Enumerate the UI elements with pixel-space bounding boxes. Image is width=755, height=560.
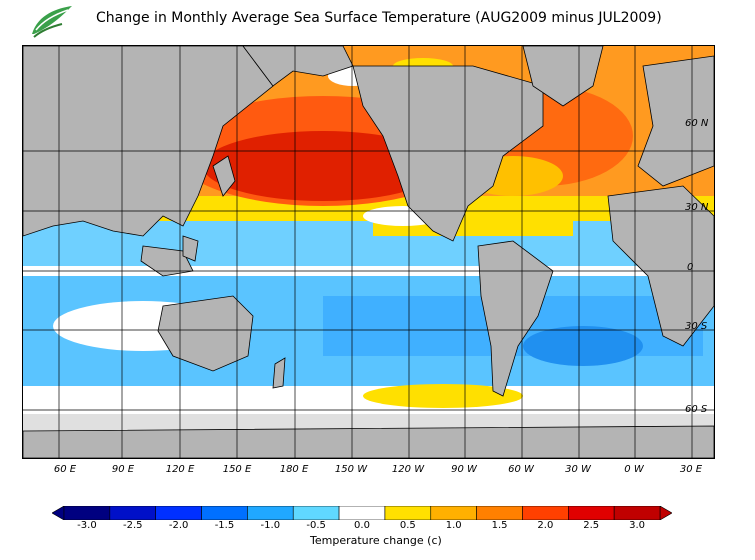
lon-label-150w: 150 W <box>334 464 368 475</box>
colorbar-cell <box>155 506 202 520</box>
lon-label-90e: 90 E <box>111 464 135 475</box>
colorbar-left-arrow <box>52 506 65 520</box>
colorbar-tick-label: 3.0 <box>629 520 646 531</box>
lon-label-180e: 180 E <box>279 464 309 475</box>
colorbar-cell <box>338 506 386 520</box>
colorbar-tick-label: -0.5 <box>306 520 326 531</box>
lon-label-30w: 30 W <box>565 464 591 475</box>
colorbar-cell <box>476 506 523 520</box>
colorbar-title: Temperature change (c) <box>310 534 442 547</box>
colorbar-tick-label: -2.0 <box>168 520 189 531</box>
colorbar-tick-label: 0.0 <box>354 520 370 531</box>
map-title: Change in Monthly Average Sea Surface Te… <box>96 10 662 26</box>
colorbar-cell <box>384 506 432 520</box>
colorbar-cell <box>109 506 156 520</box>
colorbar-tick-label: 0.5 <box>399 520 416 531</box>
lon-label-150e: 150 E <box>222 464 252 475</box>
colorbar-cell <box>247 506 294 520</box>
colorbar-cell <box>613 506 661 520</box>
lon-label-120w: 120 W <box>391 464 425 475</box>
lon-label-60e: 60 E <box>53 464 77 475</box>
colorbar-tick-label: -1.5 <box>214 520 235 531</box>
colorbar-cell <box>201 506 248 520</box>
colorbar-tick-label: 1.5 <box>491 520 508 531</box>
hko-logo <box>28 4 76 40</box>
colorbar-tick-label: 2.5 <box>583 520 600 531</box>
sst-map <box>22 45 715 459</box>
lon-label-0w: 0 W <box>624 464 644 475</box>
lon-label-120e: 120 E <box>165 464 195 475</box>
sst-map-canvas <box>23 46 714 458</box>
colorbar-tick-label: 1.0 <box>445 520 462 531</box>
colorbar-right-arrow <box>659 506 672 520</box>
lat-label-60n: 60 N <box>685 118 709 129</box>
lon-label-90w: 90 W <box>451 464 477 475</box>
colorbar-cell <box>63 506 111 520</box>
colorbar-graphic <box>52 506 672 520</box>
lat-label-30n: 30 N <box>685 202 709 213</box>
lat-label-60s: 60 S <box>685 404 708 415</box>
colorbar-tick-label: -3.0 <box>77 520 97 531</box>
colorbar-tick-label: -2.5 <box>123 520 143 531</box>
colorbar-tick-label: -1.0 <box>260 520 281 531</box>
colorbar <box>52 506 672 520</box>
colorbar-cell <box>430 506 477 520</box>
leaf-logo-icon <box>32 6 72 38</box>
lat-label-30s: 30 S <box>685 321 708 332</box>
colorbar-cell <box>568 506 615 520</box>
lat-label-0: 0 <box>687 262 694 273</box>
colorbar-cell <box>522 506 569 520</box>
lon-label-60w: 60 W <box>508 464 534 475</box>
lon-label-30e: 30 E <box>679 464 703 475</box>
colorbar-tick-label: 2.0 <box>537 520 554 531</box>
colorbar-cell <box>292 506 340 520</box>
